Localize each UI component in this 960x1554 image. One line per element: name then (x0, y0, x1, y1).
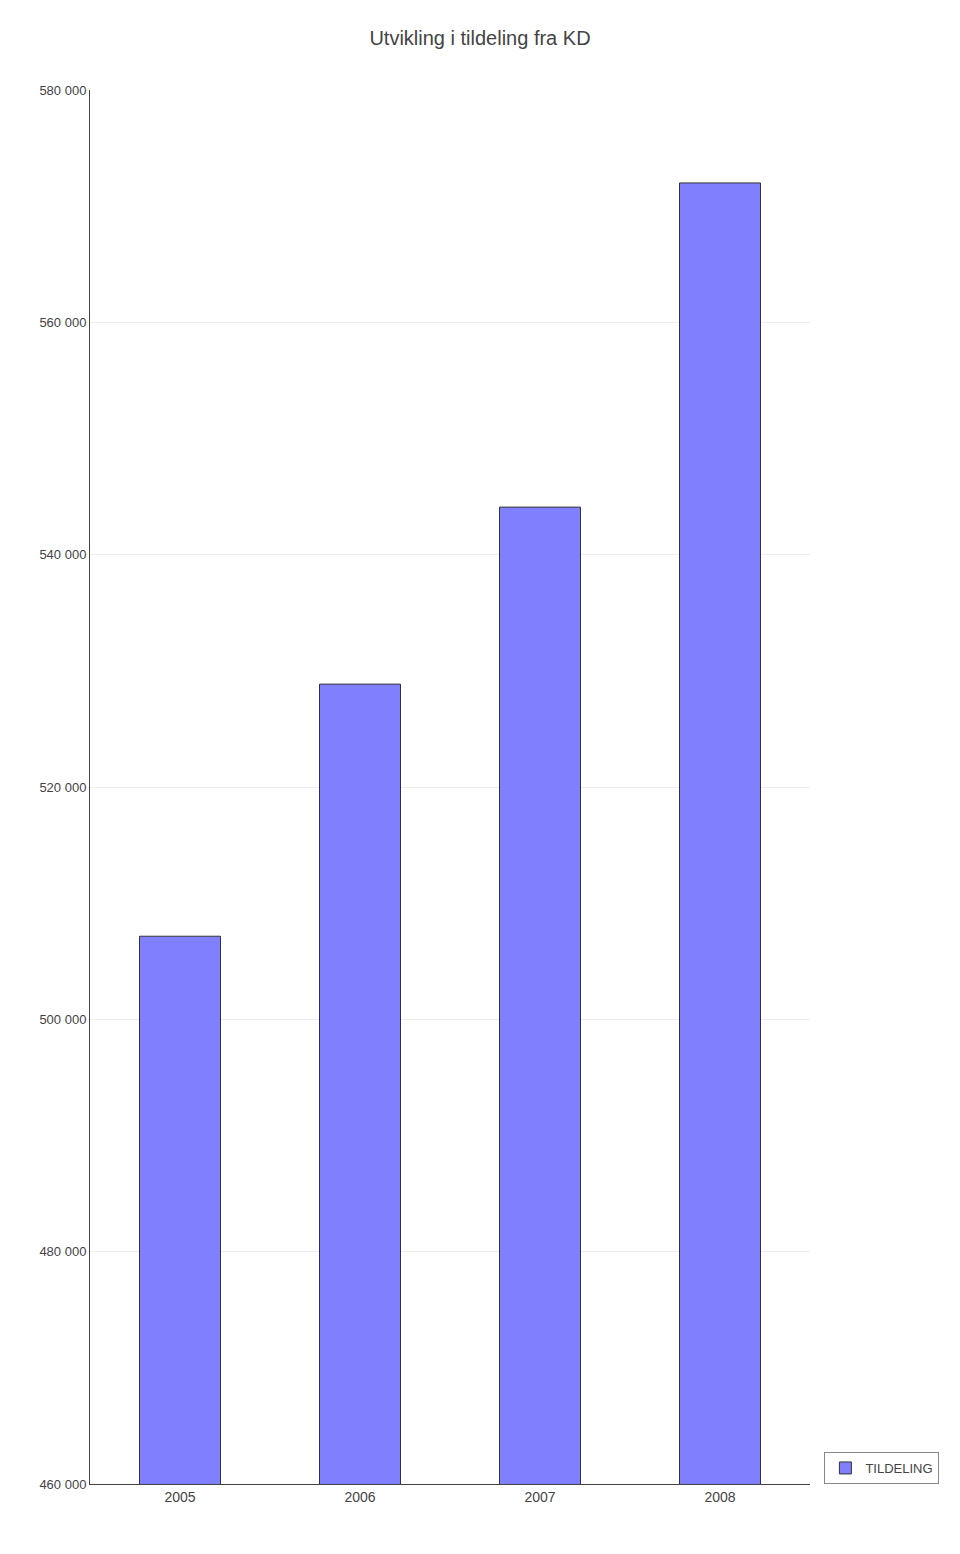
svg-text:460 000: 460 000 (39, 1477, 86, 1492)
svg-text:580 000: 580 000 (39, 83, 86, 98)
svg-text:TILDELING: TILDELING (865, 1461, 932, 1476)
svg-text:2008: 2008 (704, 1489, 735, 1505)
svg-text:520 000: 520 000 (39, 780, 86, 795)
svg-text:540 000: 540 000 (39, 547, 86, 562)
svg-text:Utvikling i tildeling fra KD: Utvikling i tildeling fra KD (369, 27, 590, 49)
svg-text:480 000: 480 000 (39, 1244, 86, 1259)
svg-text:2007: 2007 (524, 1489, 555, 1505)
svg-text:2005: 2005 (164, 1489, 195, 1505)
svg-text:2006: 2006 (344, 1489, 375, 1505)
svg-text:500 000: 500 000 (39, 1012, 86, 1027)
svg-text:560 000: 560 000 (39, 315, 86, 330)
